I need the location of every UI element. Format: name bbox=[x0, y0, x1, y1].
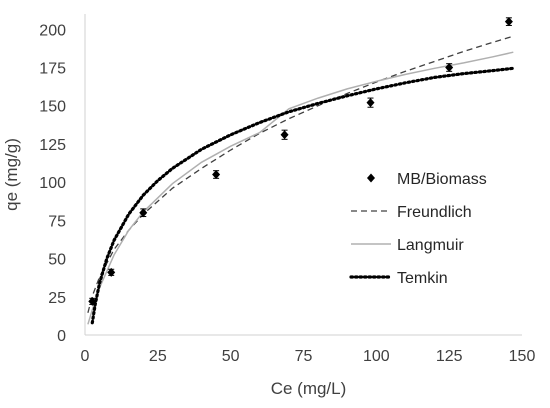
data-point-marker bbox=[504, 17, 513, 27]
data-point-marker bbox=[88, 296, 97, 306]
y-tick-label: 125 bbox=[39, 137, 66, 154]
data-point-marker bbox=[139, 208, 148, 218]
x-tick-label: 50 bbox=[222, 348, 240, 365]
data-point bbox=[280, 129, 289, 140]
x-tick-label: 150 bbox=[509, 348, 536, 365]
legend-label: Freundlich bbox=[397, 204, 472, 221]
legend-label: Langmuir bbox=[397, 237, 464, 254]
y-tick-label: 150 bbox=[39, 99, 66, 116]
y-tick-label: 25 bbox=[48, 290, 66, 307]
data-point bbox=[139, 208, 148, 218]
legend-item-langmuir: Langmuir bbox=[351, 237, 464, 254]
y-tick-label: 50 bbox=[48, 252, 66, 269]
legend-label: MB/Biomass bbox=[397, 171, 487, 188]
y-tick-label: 175 bbox=[39, 61, 66, 78]
y-axis-ticks: 0 25 50 75 100 125 150 175 200 bbox=[39, 22, 66, 345]
data-point bbox=[445, 63, 454, 72]
x-tick-label: 75 bbox=[295, 348, 313, 365]
legend-item-freundlich: Freundlich bbox=[351, 204, 472, 221]
y-tick-label: 100 bbox=[39, 175, 66, 192]
data-point bbox=[107, 267, 116, 277]
legend-label: Temkin bbox=[397, 270, 448, 287]
x-axis-ticks: 0 25 50 75 100 125 150 bbox=[81, 348, 536, 365]
data-point bbox=[212, 170, 221, 179]
data-point-marker bbox=[280, 130, 289, 140]
data-point bbox=[88, 296, 97, 306]
y-tick-label: 0 bbox=[57, 328, 66, 345]
legend-marker bbox=[367, 173, 375, 183]
x-tick-label: 0 bbox=[81, 348, 90, 365]
y-tick-label: 75 bbox=[48, 213, 66, 230]
data-point-marker bbox=[107, 267, 116, 277]
legend: MB/Biomass Freundlich Langmuir Temkin bbox=[349, 171, 487, 287]
x-axis-title: Ce (mg/L) bbox=[271, 379, 347, 398]
legend-item-mb-biomass: MB/Biomass bbox=[367, 171, 487, 188]
data-point bbox=[366, 97, 375, 108]
series-line-langmuir bbox=[87, 51, 514, 325]
data-point bbox=[504, 17, 513, 27]
x-tick-label: 125 bbox=[436, 348, 463, 365]
series-layer bbox=[87, 17, 515, 325]
data-point-marker bbox=[212, 170, 221, 179]
y-tick-label: 200 bbox=[39, 22, 66, 39]
series-line-temkin bbox=[90, 66, 515, 325]
x-tick-label: 25 bbox=[149, 348, 167, 365]
data-point-marker bbox=[445, 63, 454, 72]
x-tick-label: 100 bbox=[363, 348, 390, 365]
data-point-marker bbox=[366, 98, 375, 108]
legend-item-temkin: Temkin bbox=[349, 270, 448, 287]
y-axis-title: qe (mg/g) bbox=[2, 138, 21, 211]
